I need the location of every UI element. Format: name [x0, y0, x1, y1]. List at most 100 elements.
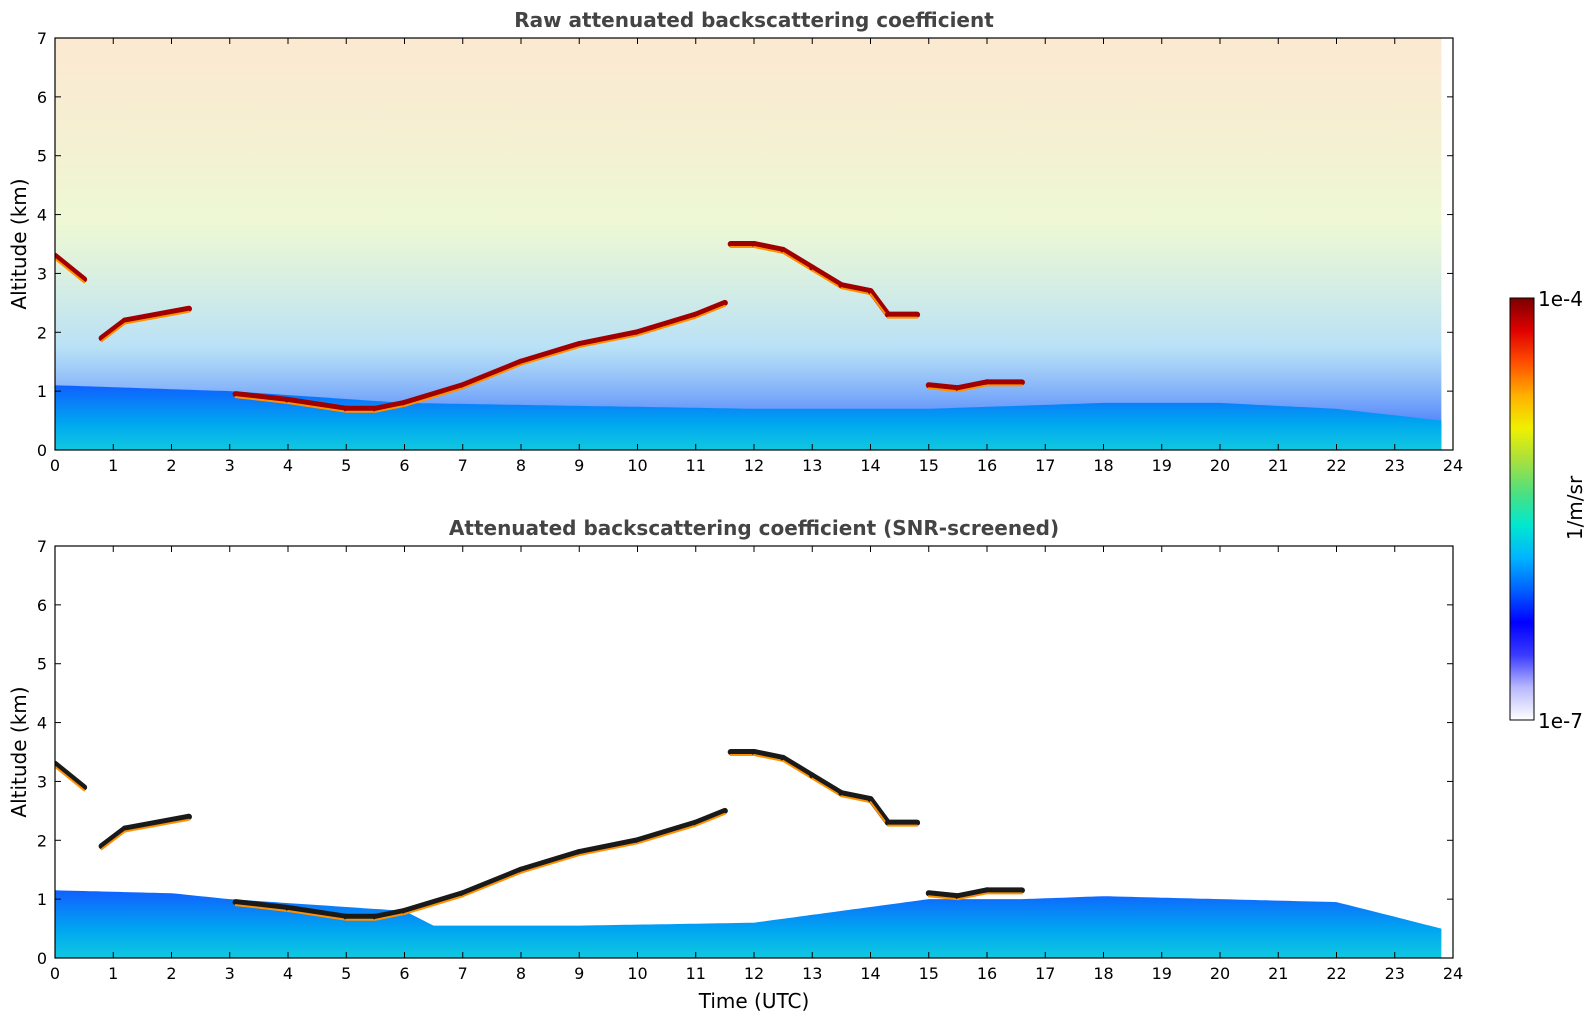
cloud-layer-edge: [55, 257, 86, 284]
cloud-layer-edge: [461, 363, 522, 390]
cloud-layer-segment: [925, 890, 961, 900]
y-tick-label: 1: [37, 382, 47, 401]
x-tick-label: 2: [166, 456, 176, 475]
cloud-layer-edge: [374, 404, 406, 413]
cloud-layer-edge: [753, 246, 785, 254]
colorbar-max-label: 1e-4: [1538, 287, 1583, 311]
x-tick-label: 22: [1326, 964, 1346, 983]
cloud-layer-edge: [234, 904, 289, 912]
x-tick-label: 10: [627, 964, 647, 983]
cloud-layer-segment: [751, 241, 787, 253]
cloud-layer-edge: [55, 765, 86, 792]
cloud-layer-segment: [121, 813, 192, 832]
cloud-layer-edge: [287, 909, 348, 921]
x-tick-label: 13: [802, 964, 822, 983]
x-axis-label: Time (UTC): [698, 989, 810, 1013]
cloud-layer-edge: [636, 824, 697, 845]
cloud-layer-edge: [694, 304, 726, 319]
cloud-layer-segment: [954, 379, 990, 392]
cloud-layer-segment: [285, 904, 350, 920]
y-tick-label: 2: [37, 323, 47, 342]
cloud-layer-segment: [692, 807, 728, 826]
x-tick-label: 16: [977, 456, 997, 475]
cloud-layer-segment: [55, 760, 88, 791]
y-tick-label: 5: [37, 655, 47, 674]
x-tick-label: 21: [1268, 964, 1288, 983]
boundary-layer: [55, 385, 1442, 450]
cloud-layer-edge: [100, 322, 126, 343]
cloud-layer-edge: [753, 754, 785, 762]
x-tick-label: 13: [802, 456, 822, 475]
cloud-layer-edge: [782, 251, 814, 272]
cloud-layer-segment: [867, 288, 891, 318]
cloud-layer-segment: [576, 329, 641, 348]
cloud-layer-segment: [634, 311, 699, 336]
cloud-layer-segment: [518, 849, 583, 873]
cloud-layer-edge: [403, 895, 464, 915]
x-tick-label: 18: [1093, 964, 1113, 983]
y-tick-label: 7: [37, 29, 47, 48]
cloud-layer-segment: [55, 252, 88, 283]
cloud-layer-edge: [782, 759, 814, 780]
cloud-layer-segment: [459, 358, 524, 389]
boundary-layer: [55, 890, 1442, 958]
cloud-layer-edge: [100, 830, 126, 851]
cloud-layer-edge: [927, 387, 959, 393]
x-tick-label: 10: [627, 456, 647, 475]
x-tick-label: 6: [399, 964, 409, 983]
x-tick-label: 0: [50, 456, 60, 475]
cloud-layer-edge: [234, 396, 289, 404]
cloud-layer-edge: [869, 293, 889, 319]
x-tick-label: 8: [516, 456, 526, 475]
x-tick-label: 24: [1443, 964, 1463, 983]
y-ticks: 0 1 2 3 4 5 6 7: [37, 29, 1453, 460]
x-tick-label: 11: [686, 964, 706, 983]
cloud-layer-edge: [811, 777, 843, 798]
cloud-layer-edge: [403, 387, 464, 407]
x-tick-label: 3: [225, 964, 235, 983]
cloud-layer-segment: [121, 305, 192, 324]
cloud-layer-segment: [372, 399, 408, 412]
heatmap-area: [55, 749, 1442, 958]
x-tick-label: 20: [1210, 964, 1230, 983]
y-axis-label: Altitude (km): [7, 178, 31, 309]
cloud-layer-segment: [867, 796, 891, 826]
cloud-layer-edge: [578, 842, 639, 857]
y-tick-label: 6: [37, 88, 47, 107]
cloud-layer-edge: [123, 818, 190, 833]
cloud-layer-edge: [840, 795, 872, 804]
panel-title: Raw attenuated backscattering coefficien…: [514, 8, 994, 32]
x-tick-label: 23: [1385, 456, 1405, 475]
cloud-layer-edge: [520, 854, 581, 874]
cloud-layer-segment: [401, 382, 466, 406]
x-tick-label: 9: [574, 456, 584, 475]
x-tick-label: 22: [1326, 456, 1346, 475]
cloud-layer-edge: [811, 269, 843, 290]
y-axis-label: Altitude (km): [7, 686, 31, 817]
x-tick-label: 15: [919, 456, 939, 475]
cloud-layer-segment: [751, 749, 787, 761]
x-tick-label: 3: [225, 456, 235, 475]
x-tick-label: 12: [744, 964, 764, 983]
x-ticks: 0 1 2 3 4 5 6 7 8 9 10 11 12 13 14 15 16 17 18 19 20 21 22 23 24: [50, 546, 1463, 983]
x-tick-label: 21: [1268, 456, 1288, 475]
x-tick-label: 9: [574, 964, 584, 983]
cloud-layer-segment: [838, 790, 874, 803]
x-tick-label: 7: [458, 964, 468, 983]
colorbar-unit-label: 1/m/sr: [1563, 475, 1587, 540]
cloud-layer-segment: [838, 282, 874, 295]
x-tick-label: 11: [686, 456, 706, 475]
cloud-layer-segment: [634, 819, 699, 844]
panel-screened: Attenuated backscattering coefficient (S…: [7, 516, 1463, 1013]
y-tick-label: 4: [37, 714, 47, 733]
cloud-layer-edge: [636, 316, 697, 337]
y-tick-label: 1: [37, 890, 47, 909]
cloud-layer-segment: [954, 887, 990, 900]
x-tick-label: 2: [166, 964, 176, 983]
y-tick-label: 3: [37, 772, 47, 791]
cloud-layer-edge: [927, 895, 959, 901]
x-tick-label: 8: [516, 964, 526, 983]
cloud-layer-segment: [98, 825, 128, 850]
y-tick-label: 5: [37, 147, 47, 166]
